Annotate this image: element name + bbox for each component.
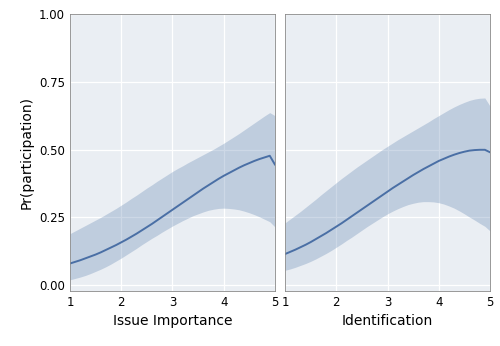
X-axis label: Issue Importance: Issue Importance: [112, 314, 232, 328]
X-axis label: Identification: Identification: [342, 314, 433, 328]
Y-axis label: Pr(participation): Pr(participation): [20, 96, 34, 209]
